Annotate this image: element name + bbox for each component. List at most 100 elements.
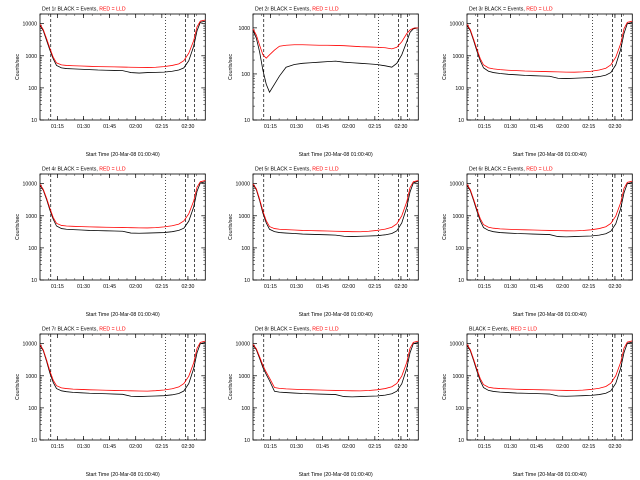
x-tick-label: 01:30 <box>290 284 303 290</box>
x-tick-label: 02:00 <box>556 124 569 130</box>
x-tick-label: 02:15 <box>582 284 595 290</box>
y-tick-label: 10 <box>245 118 251 124</box>
y-tick-label: 10 <box>31 438 37 444</box>
x-tick-label: 01:30 <box>77 124 90 130</box>
x-axis-label: Start Time (20-Mar-08 01:00:40) <box>299 152 373 158</box>
series-events <box>466 181 633 238</box>
plot-frame <box>252 173 420 281</box>
plot-det4r: 10 100 1000 10000 01:15 01:30 01:45 02:00 02:15 0… <box>15 167 206 318</box>
legend-black-label: BLACK = Events, <box>469 327 511 333</box>
y-tick-label: 10 <box>31 278 37 284</box>
x-tick-label: 01:30 <box>504 284 517 290</box>
x-tick-label: 02:15 <box>155 444 168 450</box>
x-tick-label: 01:15 <box>264 284 277 290</box>
x-tick-label: 01:15 <box>478 124 491 130</box>
x-tick-label: 02:15 <box>582 444 595 450</box>
legend-black-label: Det 5r BLACK = Events, <box>255 167 312 173</box>
panel-title: Det 5r BLACK = Events, RED = LLD <box>255 167 339 173</box>
series-events <box>252 27 419 94</box>
y-tick-label: 10 <box>245 278 251 284</box>
x-tick-label: 01:15 <box>478 444 491 450</box>
y-tick-label: 10000 <box>23 182 38 188</box>
panel-title: Det 6r BLACK = Events, RED = LLD <box>469 167 553 173</box>
y-tick-label: 100 <box>242 72 251 78</box>
x-axis-label: Start Time (20-Mar-08 01:00:40) <box>86 472 160 478</box>
y-axis-label: Counts/sec <box>228 374 234 400</box>
plot-det1r: 10 100 1000 10000 01:15 01:30 01:45 02:00 02:15 0… <box>15 7 206 158</box>
y-axis-label: Counts/sec <box>228 54 234 80</box>
legend-red-label: RED = LLD <box>313 327 340 333</box>
x-tick-label: 01:45 <box>316 444 329 450</box>
y-tick-label: 1000 <box>239 214 251 220</box>
x-tick-label: 01:15 <box>51 284 64 290</box>
panel-title: Det 8r BLACK = Events, RED = LLD <box>255 327 339 333</box>
panel-title: BLACK = Events, RED = LLD <box>469 327 537 333</box>
x-tick-label: 01:15 <box>264 444 277 450</box>
x-tick-label: 01:45 <box>316 284 329 290</box>
y-tick-label: 100 <box>455 406 464 412</box>
legend-red-label: RED = LLD <box>99 7 126 13</box>
series-lld <box>252 27 419 59</box>
plot-det2r: 10 100 1000 01:15 01:30 01:45 02:00 02:15 02:30 D… <box>228 7 420 158</box>
x-tick-label: 02:30 <box>608 444 621 450</box>
legend-black-label: Det 4r BLACK = Events, <box>42 167 99 173</box>
x-tick-label: 01:30 <box>290 444 303 450</box>
x-tick-label: 02:15 <box>369 444 382 450</box>
y-tick-label: 10 <box>31 118 37 124</box>
x-tick-label: 02:30 <box>395 444 408 450</box>
chart-panel-det8r: 10 100 1000 10000 01:15 01:30 01:45 02:00 02:15 0… <box>213 320 426 480</box>
x-tick-label: 01:45 <box>530 284 543 290</box>
chart-panel-det5r: 10 100 1000 10000 01:15 01:30 01:45 02:00 02:15 0… <box>213 160 426 320</box>
plot-det3r: 10 100 1000 10000 01:15 01:30 01:45 02:00 02:15 0… <box>442 7 633 158</box>
x-axis-label: Start Time (20-Mar-08 01:00:40) <box>512 312 586 318</box>
y-tick-label: 10000 <box>236 342 251 348</box>
series-lld <box>39 19 206 68</box>
series-lld <box>466 340 633 391</box>
y-tick-label: 1000 <box>452 374 464 380</box>
x-tick-label: 01:30 <box>290 124 303 130</box>
y-tick-label: 10000 <box>236 182 251 188</box>
x-tick-label: 01:15 <box>51 444 64 450</box>
x-tick-label: 02:00 <box>343 284 356 290</box>
y-tick-label: 10 <box>458 438 464 444</box>
y-tick-label: 1000 <box>25 214 37 220</box>
x-tick-label: 01:30 <box>504 444 517 450</box>
legend-black-label: Det 3r BLACK = Events, <box>469 7 526 13</box>
x-tick-label: 01:15 <box>264 124 277 130</box>
series-lld <box>466 180 633 232</box>
chart-panel-det4r: 10 100 1000 10000 01:15 01:30 01:45 02:00 02:15 0… <box>0 160 213 320</box>
series-events <box>466 21 633 79</box>
x-axis-label: Start Time (20-Mar-08 01:00:40) <box>86 312 160 318</box>
x-tick-label: 01:45 <box>316 124 329 130</box>
x-axis-label: Start Time (20-Mar-08 01:00:40) <box>512 472 586 478</box>
x-tick-label: 02:30 <box>181 124 194 130</box>
x-tick-label: 02:15 <box>369 284 382 290</box>
y-tick-label: 100 <box>455 246 464 252</box>
x-tick-label: 02:30 <box>395 284 408 290</box>
y-tick-label: 1000 <box>25 374 37 380</box>
legend-black-label: Det 7r BLACK = Events, <box>42 327 99 333</box>
panel-title: Det 3r BLACK = Events, RED = LLD <box>469 7 553 13</box>
x-tick-label: 02:15 <box>369 124 382 130</box>
x-tick-label: 01:45 <box>530 444 543 450</box>
x-tick-label: 02:00 <box>129 444 142 450</box>
x-axis-label: Start Time (20-Mar-08 01:00:40) <box>512 152 586 158</box>
x-tick-label: 02:15 <box>155 124 168 130</box>
y-tick-label: 1000 <box>452 54 464 60</box>
panel-title: Det 2r BLACK = Events, RED = LLD <box>255 7 339 13</box>
legend-red-label: RED = LLD <box>313 167 340 173</box>
series-events <box>39 341 206 397</box>
x-tick-label: 01:30 <box>77 284 90 290</box>
x-tick-label: 02:30 <box>608 124 621 130</box>
chart-panel-det6r: 10 100 1000 10000 01:15 01:30 01:45 02:00 02:15 0… <box>427 160 640 320</box>
y-axis-label: Counts/sec <box>15 374 21 400</box>
x-tick-label: 02:00 <box>556 284 569 290</box>
plot-frame <box>466 333 633 441</box>
x-tick-label: 02:00 <box>343 444 356 450</box>
x-tick-label: 02:15 <box>155 284 168 290</box>
series-lld <box>466 20 633 73</box>
plot-det7r: 10 100 1000 10000 01:15 01:30 01:45 02:00 02:15 0… <box>15 327 206 478</box>
x-tick-label: 02:30 <box>181 444 194 450</box>
x-tick-label: 01:30 <box>77 444 90 450</box>
